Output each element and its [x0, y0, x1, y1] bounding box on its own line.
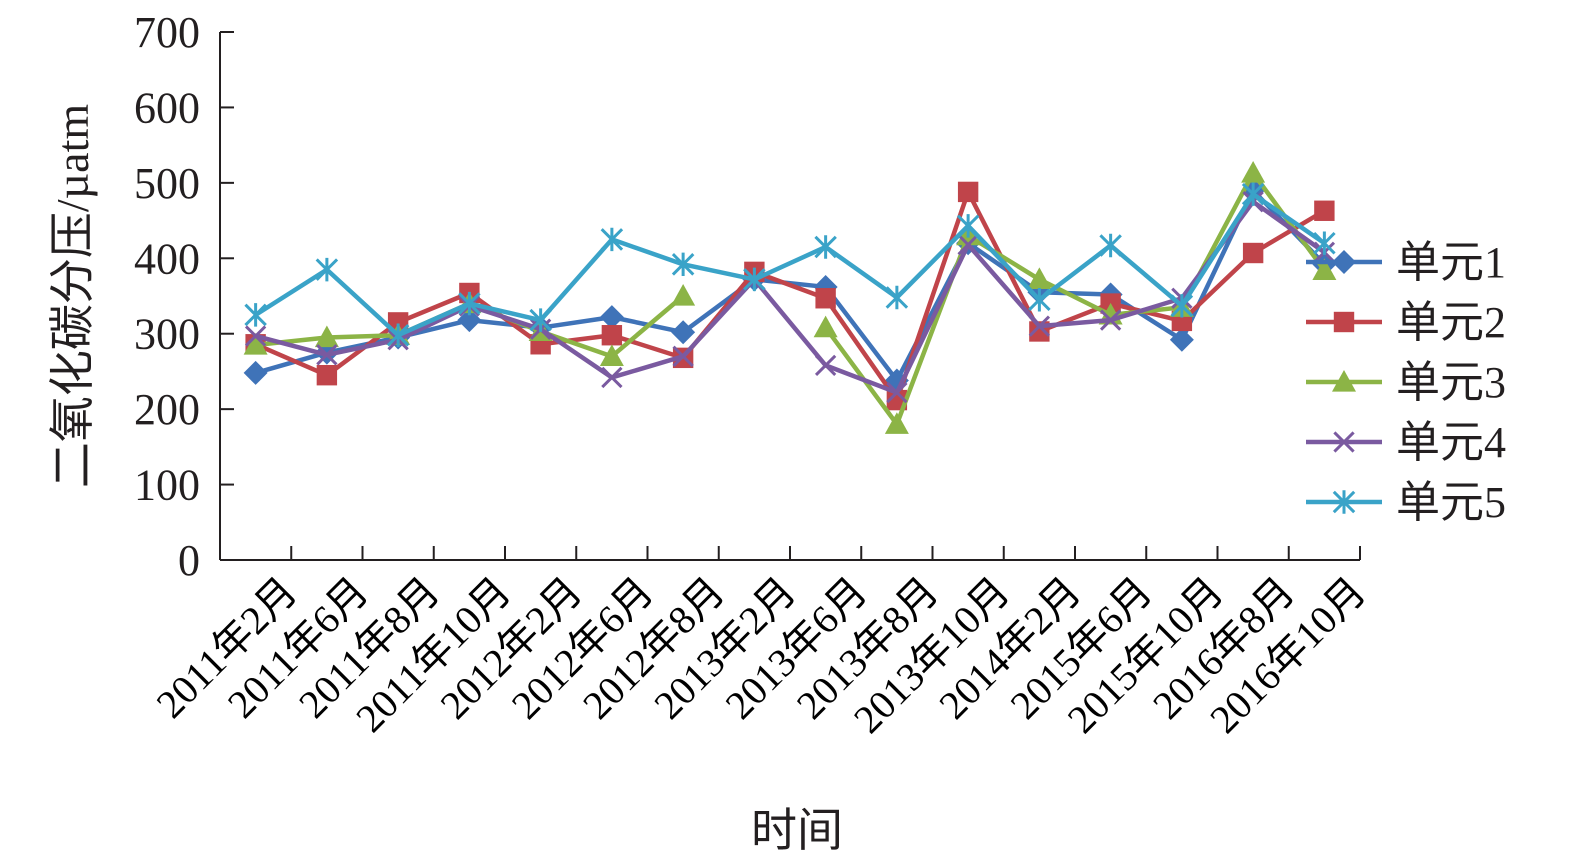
- y-tick-label: 100: [134, 461, 200, 510]
- data-point: [1241, 161, 1266, 183]
- series-line: [254, 191, 1326, 338]
- data-point: [672, 345, 694, 368]
- data-point: [1332, 370, 1356, 392]
- y-tick-label: 0: [178, 536, 200, 585]
- y-tick-label: 200: [134, 385, 200, 434]
- data-point: [886, 381, 908, 404]
- data-point: [1313, 231, 1336, 255]
- data-point: [458, 291, 481, 316]
- series-5: [244, 182, 1336, 347]
- data-point: [1028, 315, 1051, 337]
- legend-label: 单元2: [1396, 298, 1506, 347]
- data-point: [316, 365, 338, 386]
- legend: 单元1 单元2 单元3 单元4 单元5: [1306, 238, 1506, 527]
- y-axis-title: 二氧化碳分压/µatm: [47, 104, 98, 488]
- data-point: [671, 320, 696, 345]
- data-point: [457, 308, 482, 333]
- data-point: [671, 284, 696, 306]
- data-point: [1333, 311, 1355, 333]
- data-point: [671, 252, 695, 277]
- series-line: [254, 189, 1326, 403]
- legend-item: 单元2: [1306, 298, 1506, 347]
- data-point: [1242, 242, 1264, 264]
- data-point: [529, 308, 552, 332]
- data-point: [1027, 267, 1052, 290]
- data-point: [814, 354, 837, 377]
- legend-label: 单元3: [1396, 358, 1506, 407]
- data-point: [1169, 327, 1194, 352]
- data-point: [1332, 250, 1356, 274]
- data-point: [743, 267, 766, 292]
- legend-label: 单元1: [1396, 238, 1506, 287]
- data-point: [601, 325, 623, 346]
- series-line: [255, 199, 1326, 395]
- legend-item: 单元4: [1306, 418, 1506, 467]
- data-point: [1333, 431, 1355, 453]
- data-point: [1312, 258, 1337, 280]
- data-point: [1099, 309, 1122, 331]
- legend-label: 单元4: [1396, 418, 1506, 467]
- data-point: [1314, 200, 1335, 221]
- y-tick-label: 400: [134, 234, 200, 283]
- data-point: [1241, 182, 1265, 206]
- legend-item: 单元3: [1306, 358, 1506, 407]
- data-point: [316, 344, 338, 366]
- data-point: [601, 366, 623, 389]
- legend-label: 单元5: [1396, 478, 1506, 527]
- legend-item: 单元5: [1306, 478, 1506, 527]
- data-point: [956, 214, 980, 238]
- data-point: [1099, 233, 1122, 258]
- data-point: [315, 257, 339, 282]
- x-axis-title: 时间: [751, 805, 843, 856]
- series-layer: [243, 161, 1337, 434]
- data-point: [244, 325, 267, 347]
- y-tick-label: 300: [134, 310, 200, 359]
- data-point: [885, 285, 909, 310]
- data-point: [957, 234, 979, 256]
- data-point: [243, 360, 268, 385]
- data-point: [599, 344, 624, 366]
- series-line: [823, 170, 1327, 427]
- y-tick-label: 600: [134, 83, 200, 132]
- data-point: [244, 303, 267, 327]
- data-point: [815, 288, 836, 309]
- legend-item: 单元1: [1306, 238, 1506, 287]
- data-point: [884, 412, 909, 434]
- data-point: [600, 227, 624, 252]
- data-point: [386, 323, 410, 347]
- data-point: [957, 181, 979, 203]
- data-point: [599, 305, 624, 330]
- y-tick-label: 700: [134, 8, 200, 57]
- data-point: [814, 235, 837, 259]
- data-point: [1170, 294, 1194, 318]
- y-tick-label: 500: [134, 159, 200, 208]
- data-point: [813, 315, 838, 338]
- data-point: [314, 325, 339, 348]
- data-point: [1028, 288, 1051, 312]
- data-point: [243, 333, 268, 355]
- data-point: [1332, 490, 1356, 514]
